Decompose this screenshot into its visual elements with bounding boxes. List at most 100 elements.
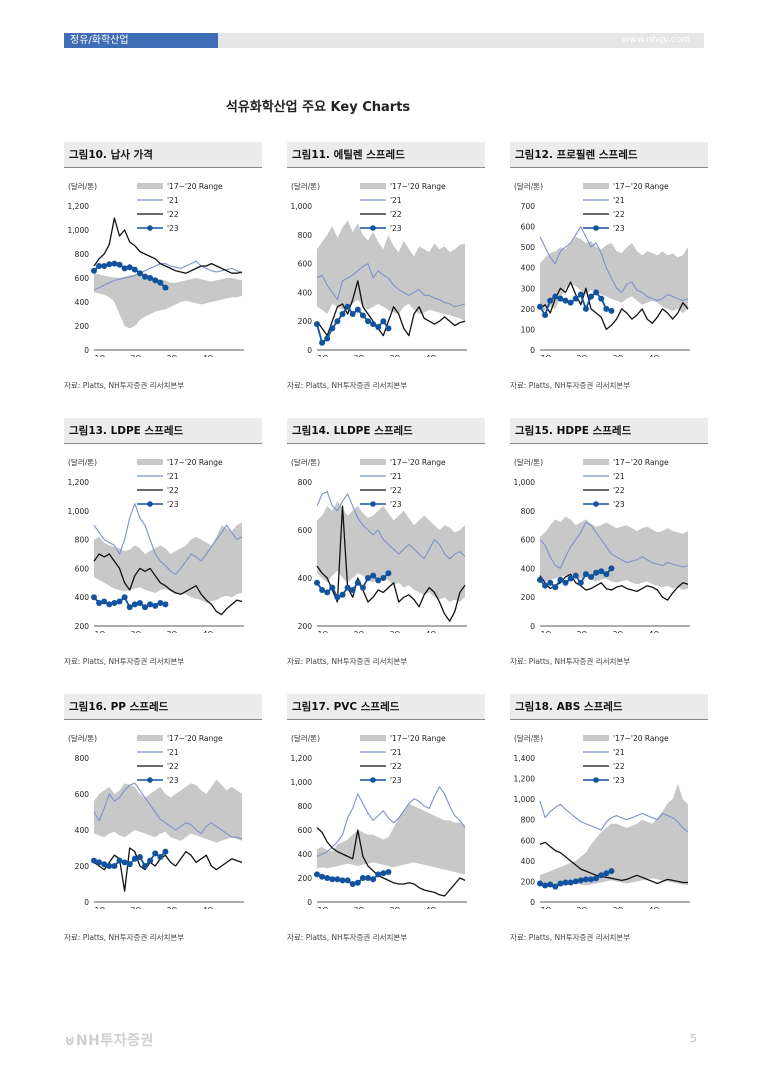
legend-label: '22 — [167, 210, 179, 219]
x-tick-label: 4Q — [649, 906, 660, 909]
series-point-2023 — [603, 571, 610, 578]
series-point-2023 — [136, 270, 143, 277]
legend-label: '17~'20 Range — [390, 734, 446, 743]
series-point-2023 — [91, 267, 97, 274]
series-point-2023 — [562, 297, 569, 304]
x-tick-label: 2Q — [577, 630, 588, 633]
chart-title: 그림16. PP 스프레드 — [64, 694, 262, 720]
legend-label: '23 — [167, 500, 179, 509]
legend-label: '17~'20 Range — [613, 182, 669, 191]
series-point-2023 — [121, 265, 128, 272]
y-tick-label: 700 — [521, 202, 536, 211]
series-point-2023 — [349, 881, 356, 887]
unit-label: (달러/톤) — [514, 734, 543, 743]
series-point-2023 — [106, 863, 113, 869]
legend-label: '21 — [167, 196, 179, 205]
series-point-2023 — [324, 589, 331, 596]
series-line-2022 — [316, 505, 466, 622]
range-area — [317, 501, 465, 602]
legend-swatch-range — [583, 735, 609, 741]
y-tick-label: 200 — [298, 874, 313, 883]
x-tick-label: 4Q — [649, 354, 660, 357]
y-tick-label: 600 — [521, 836, 536, 845]
series-point-2023 — [603, 870, 610, 877]
series-line-2021 — [93, 782, 243, 840]
legend-label: '23 — [613, 776, 625, 785]
x-tick-label: 2Q — [354, 906, 365, 909]
series-point-2023 — [552, 293, 559, 300]
x-tick-label: 4Q — [203, 354, 214, 357]
series-point-2023 — [588, 876, 595, 883]
chart-title: 그림14. LLDPE 스프레드 — [287, 418, 485, 444]
series-point-2023 — [344, 877, 351, 884]
chart-source: 자료: Platts, NH투자증권 리서치본부 — [510, 381, 631, 390]
x-tick-label: 1Q — [95, 354, 106, 357]
y-tick-label: 600 — [521, 536, 536, 545]
chart-title: 그림13. LDPE 스프레드 — [64, 418, 262, 444]
legend-swatch-range — [583, 459, 609, 465]
legend-label: '21 — [390, 472, 402, 481]
legend-label: '22 — [390, 486, 402, 495]
x-tick-label: 2Q — [354, 354, 365, 357]
y-tick-label: 200 — [521, 877, 536, 886]
chart-panel-13: 그림13. LDPE 스프레드 자료: Platts, NH투자증권 리서치본부 (… — [64, 418, 262, 668]
series-point-2023 — [324, 335, 331, 342]
series-point-2023 — [542, 582, 549, 589]
series-point-2023 — [577, 877, 584, 884]
series-point-2023 — [608, 565, 615, 572]
x-tick-label: 2Q — [131, 354, 142, 357]
series-point-2023 — [96, 263, 103, 269]
series-point-2023 — [324, 875, 331, 881]
x-tick-label: 1Q — [541, 906, 552, 909]
chart-source: 자료: Platts, NH투자증권 리서치본부 — [510, 657, 631, 666]
series-point-2023 — [319, 339, 326, 346]
legend-label: '23 — [390, 224, 402, 233]
footer-logo-text: NH투자증권 — [75, 1033, 154, 1049]
x-tick-label: 2Q — [577, 906, 588, 909]
y-tick-label: 1,000 — [68, 226, 90, 235]
y-tick-label: 1,200 — [291, 754, 313, 763]
nh-logo-icon: ⊍ — [64, 1033, 76, 1049]
chart-plot: (달러/톤) 0 200 400 600 800 1Q 2Q 3Q 4Q '17~'20 Range… — [68, 734, 244, 909]
chart-source: 자료: Platts, NH투자증권 리서치본부 — [287, 657, 408, 666]
series-point-2023 — [147, 857, 154, 864]
series-point-2023 — [542, 882, 549, 889]
series-point-2023 — [537, 303, 543, 310]
series-point-2023 — [142, 604, 149, 611]
series-point-2023 — [370, 876, 377, 883]
legend-swatch-range — [360, 735, 386, 741]
series-line-2021 — [316, 263, 466, 308]
series-point-2023 — [370, 572, 377, 579]
series-line-2022 — [539, 573, 689, 601]
chart-panel-17: 그림17. PVC 스프레드 자료: Platts, NH투자증권 리서치본부 (달… — [287, 694, 485, 944]
x-tick-label: 2Q — [577, 354, 588, 357]
series-point-2023 — [157, 279, 164, 286]
y-tick-label: 400 — [521, 564, 536, 573]
series-point-2023 — [547, 881, 554, 888]
series-point-2023 — [375, 323, 382, 330]
series-point-2023 — [157, 599, 164, 606]
y-tick-label: 800 — [298, 231, 313, 240]
y-tick-label: 200 — [75, 622, 90, 631]
x-tick-label: 1Q — [318, 354, 329, 357]
series-point-2023 — [567, 299, 574, 306]
series-line-2021 — [539, 801, 689, 833]
legend-label: '21 — [613, 748, 625, 757]
legend-label: '17~'20 Range — [167, 734, 223, 743]
series-point-2023 — [111, 260, 118, 267]
unit-label: (달러/톤) — [514, 458, 543, 467]
series-point-2023 — [334, 876, 341, 883]
series-point-2023 — [162, 848, 169, 855]
legend-label: '17~'20 Range — [613, 734, 669, 743]
unit-label: (달러/톤) — [514, 182, 543, 191]
x-tick-label: 1Q — [318, 906, 329, 909]
series-point-2023 — [147, 601, 154, 608]
series-point-2023 — [121, 859, 128, 866]
range-area — [540, 516, 688, 590]
x-tick-label: 4Q — [649, 630, 660, 633]
y-tick-label: 600 — [75, 564, 90, 573]
series-point-2023 — [354, 306, 361, 313]
y-tick-label: 1,200 — [514, 775, 536, 784]
x-tick-label: 3Q — [613, 354, 624, 357]
legend-swatch-range — [360, 183, 386, 189]
